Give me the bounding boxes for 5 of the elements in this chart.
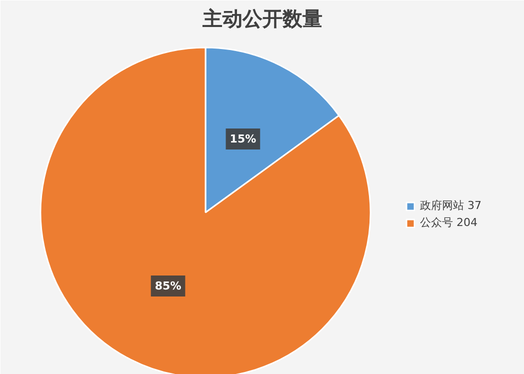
chart-title: 主动公开数量 (202, 6, 322, 30)
data-label: 15% (230, 132, 256, 146)
data-label: 85% (154, 280, 182, 293)
legend-label: 公众号 204 (420, 215, 478, 230)
legend-label: 政府网站 37 (420, 198, 482, 213)
